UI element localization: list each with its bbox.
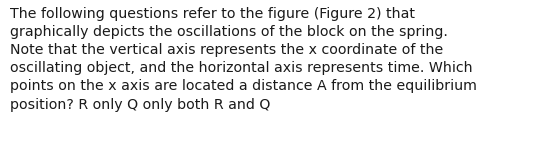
Text: The following questions refer to the figure (Figure 2) that
graphically depicts : The following questions refer to the fig… [10,7,477,112]
